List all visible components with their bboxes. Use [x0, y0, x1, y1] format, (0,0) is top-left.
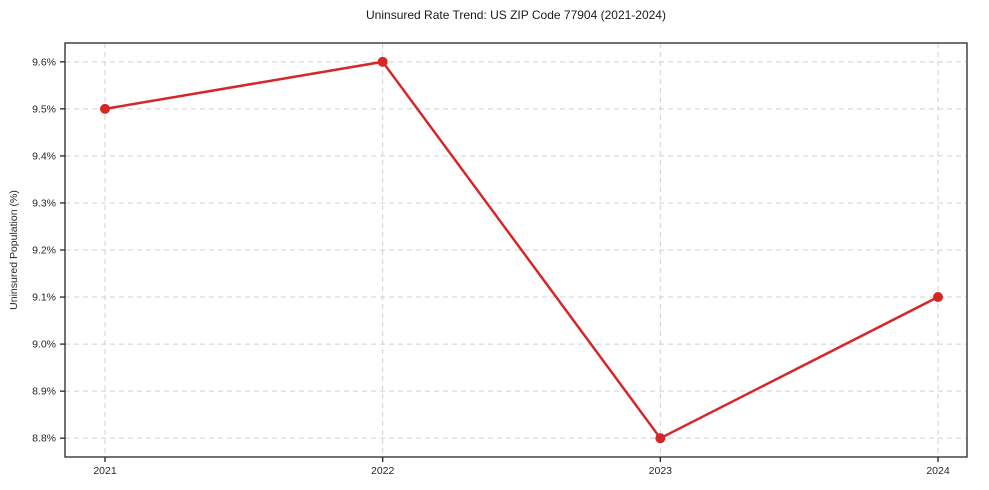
x-tick-label: 2023 — [649, 465, 673, 477]
x-tick-label: 2024 — [926, 465, 950, 477]
data-point-marker — [100, 103, 110, 114]
data-point-marker — [933, 292, 943, 303]
y-tick-label: 8.9% — [32, 386, 56, 398]
y-tick-label: 9.3% — [32, 197, 56, 209]
x-tick-label: 2022 — [371, 465, 395, 477]
y-tick-label: 8.8% — [32, 433, 56, 445]
y-tick-label: 9.4% — [32, 150, 56, 162]
trend-line — [103, 60, 940, 440]
y-tick-label: 9.6% — [32, 56, 56, 68]
y-tick-label: 9.2% — [32, 245, 56, 257]
y-tick-label: 9.0% — [32, 339, 56, 351]
x-tick-label: 2021 — [93, 465, 117, 477]
data-point-marker — [377, 56, 388, 67]
chart-title: Uninsured Rate Trend: US ZIP Code 77904 … — [366, 8, 666, 22]
y-tick-label: 9.5% — [32, 103, 56, 115]
data-point-marker — [655, 433, 666, 444]
y-tick-label: 9.1% — [32, 292, 56, 304]
